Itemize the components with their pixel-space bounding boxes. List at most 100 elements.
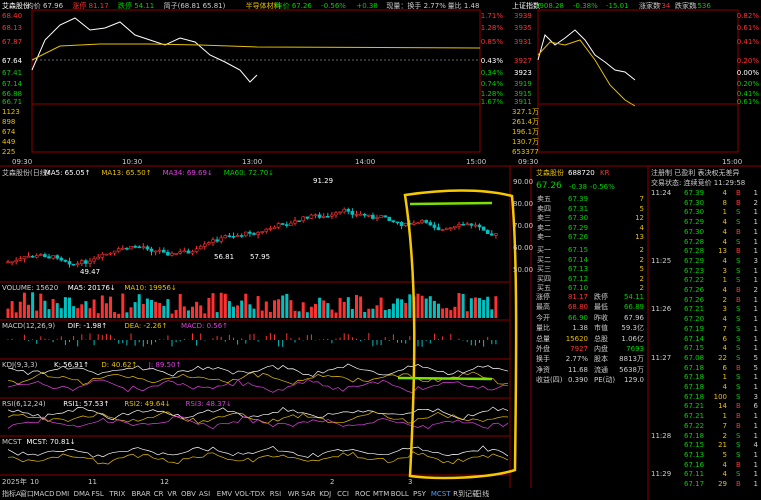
decoration xyxy=(14,312,18,318)
tab[interactable]: KDJ xyxy=(319,490,332,498)
tab[interactable]: MCST xyxy=(430,490,451,498)
tick-count: 1 xyxy=(753,324,758,333)
tab[interactable]: R到记载 xyxy=(453,490,479,498)
price-label: 3931 xyxy=(514,38,532,46)
intraday-frame xyxy=(31,9,481,153)
tab[interactable]: TRIX xyxy=(109,490,126,498)
decoration xyxy=(486,296,490,318)
tab[interactable]: BOLL xyxy=(390,490,409,498)
decoration xyxy=(334,312,338,318)
tab[interactable]: ASI xyxy=(198,490,211,498)
decoration xyxy=(43,254,47,257)
tick-side: S xyxy=(736,324,741,333)
tab[interactable]: DMA xyxy=(73,490,90,498)
decoration xyxy=(194,248,199,252)
decoration xyxy=(100,253,105,258)
time-label: 14:00 xyxy=(355,158,376,166)
tick-side: S xyxy=(736,315,741,324)
tab[interactable]: 窗口 xyxy=(19,490,34,498)
tab[interactable]: SAR xyxy=(301,490,316,498)
index-frame xyxy=(537,9,739,153)
ask-label: 卖三 xyxy=(537,214,551,222)
tab[interactable]: OBV xyxy=(181,490,196,498)
tick-side: S xyxy=(736,470,741,479)
tab[interactable]: 指标A xyxy=(2,490,21,498)
decoration xyxy=(346,297,350,318)
tick-price: 67.28 xyxy=(684,237,705,246)
decoration xyxy=(55,255,60,259)
tab[interactable]: BRAR xyxy=(131,490,151,498)
bid-price: 67.15 xyxy=(568,246,589,254)
decoration xyxy=(437,303,440,318)
tick-vol: 1 xyxy=(722,412,727,421)
decoration xyxy=(350,308,354,318)
stat-value: 1.38 xyxy=(572,324,588,333)
decoration xyxy=(145,298,149,318)
tick-vol: 29 xyxy=(718,480,727,488)
header-item: -15.01 xyxy=(606,2,629,10)
header-item: 跌家数 xyxy=(675,2,696,10)
price-label: 66.88 xyxy=(2,90,23,98)
tab[interactable]: VOL-TDX xyxy=(234,490,265,498)
decoration xyxy=(239,235,244,237)
indicator-label: RSI(6,12,24) xyxy=(2,400,46,408)
decoration xyxy=(404,302,408,318)
pct-label: 0.20% xyxy=(736,80,759,88)
decoration xyxy=(34,255,39,258)
decoration xyxy=(309,214,314,219)
decoration xyxy=(231,235,236,238)
decoration xyxy=(154,301,158,318)
decoration xyxy=(84,301,88,318)
tab[interactable]: PSY xyxy=(413,490,426,498)
decoration xyxy=(334,212,338,216)
volume-label: 449 xyxy=(2,138,16,146)
indicator-label: VOLUME: 15620 xyxy=(2,284,59,292)
tick-time: 11:28 xyxy=(651,431,672,440)
volume-label: 261.4万 xyxy=(512,118,540,126)
stat-value: 81.17 xyxy=(567,293,588,301)
pct-label: 0.61% xyxy=(736,24,759,32)
tick-side: S xyxy=(736,334,741,343)
highlight-line xyxy=(397,376,493,381)
bid-price: 67.14 xyxy=(568,255,589,264)
stat-value: 7693 xyxy=(626,345,644,353)
decoration xyxy=(391,220,396,223)
tab[interactable]: DMI xyxy=(55,490,70,498)
tab[interactable]: 日线 xyxy=(475,490,490,498)
tab[interactable]: ROC xyxy=(355,490,371,498)
tab[interactable]: CCI xyxy=(337,490,349,498)
stat-label: 换手 xyxy=(536,355,550,364)
tick-price: 67.14 xyxy=(684,334,705,343)
tick-side: B xyxy=(736,460,741,469)
price-label: 3923 xyxy=(514,69,532,77)
tick-price: 67.22 xyxy=(684,276,705,285)
pct-label: 0.41% xyxy=(736,38,759,46)
price-label: 67.87 xyxy=(2,38,23,46)
header-item: 昨价 67.26 xyxy=(275,2,312,10)
ask-vol: 12 xyxy=(635,214,644,222)
decoration xyxy=(305,216,310,219)
tab[interactable]: WR xyxy=(287,490,300,498)
highlight-circle xyxy=(403,189,518,480)
decoration xyxy=(80,304,84,318)
tab[interactable]: EMV xyxy=(216,490,233,498)
tab[interactable]: FSL xyxy=(91,490,104,498)
tick-side: B xyxy=(736,412,741,421)
decoration xyxy=(63,259,68,262)
stat-label: 量比 xyxy=(536,324,550,333)
decoration xyxy=(51,255,55,259)
tab[interactable]: MTM xyxy=(372,490,390,498)
tick-price: 67.18 xyxy=(684,373,705,382)
decoration xyxy=(453,306,457,318)
decoration xyxy=(428,222,433,226)
tick-price: 67.29 xyxy=(684,256,705,265)
bid-label: 买三 xyxy=(537,265,551,273)
decoration xyxy=(481,226,486,231)
decoration xyxy=(92,299,96,318)
tab[interactable]: RSI xyxy=(269,490,282,498)
tab[interactable]: MACD xyxy=(33,490,55,498)
tick-vol: 3 xyxy=(722,266,727,275)
pct-label: 0.74% xyxy=(480,80,503,88)
tab[interactable]: CR xyxy=(153,490,164,498)
tab[interactable]: VR xyxy=(167,490,178,498)
